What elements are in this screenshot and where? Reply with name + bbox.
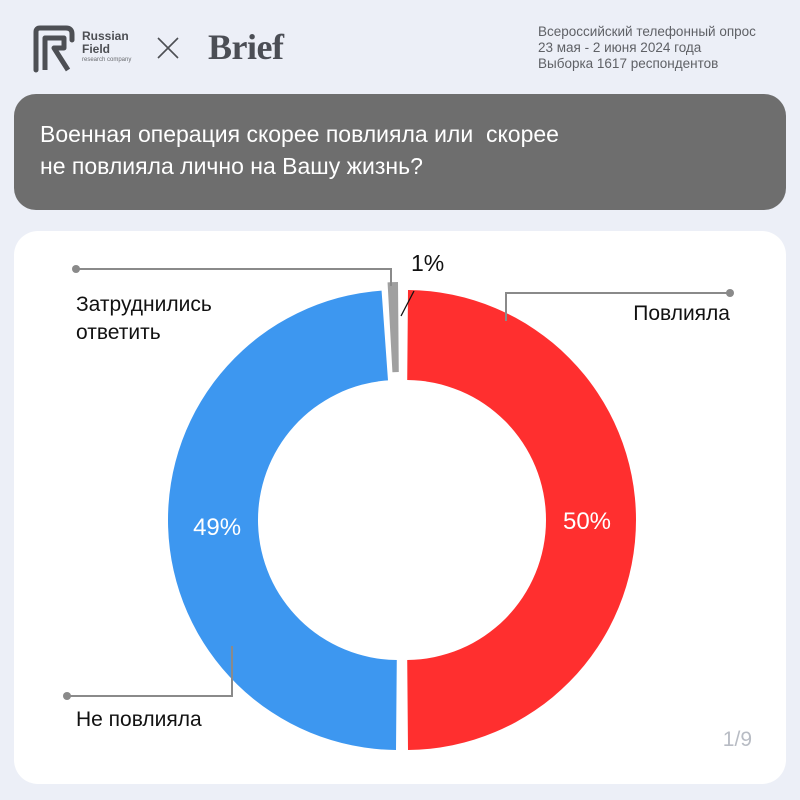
- donut-chart: 50% 49% 1% Повлияла Не повлияла Затруднились о…: [63, 250, 734, 750]
- leader-line-zatrudnilis: [76, 268, 392, 286]
- survey-info-line: Выборка 1617 респондентов: [538, 56, 719, 71]
- value-label: 1%: [411, 250, 444, 276]
- page-total: 9: [740, 728, 752, 751]
- brief-logo: Brief: [208, 27, 284, 67]
- chart-card: 50% 49% 1% Повлияла Не повлияла Затруднились о…: [14, 231, 786, 784]
- russian-field-wordmark: Russian Field research company: [82, 30, 131, 65]
- page-current: 1: [722, 728, 735, 751]
- leader-line-ne-povliyala-dot: [63, 692, 71, 700]
- category-label-povliyala: Повлияла: [633, 302, 730, 325]
- rf-logo-subtitle: research company: [82, 57, 132, 63]
- question-line-1: Военная операция скорее повлияла или ско…: [40, 121, 559, 147]
- survey-info: Всероссийский телефонный опрос 23 мая - …: [538, 24, 788, 72]
- leader-line-povliyala-dot: [726, 289, 734, 297]
- rf-logo-line2: Field: [82, 42, 111, 56]
- category-label-ne-povliyala: Не повлияла: [76, 708, 202, 731]
- leader-line-povliyala: [505, 292, 730, 321]
- question-box: Военная операция скорее повлияла или ско…: [14, 94, 786, 210]
- slice-zatrudnilis: [387, 282, 399, 373]
- value-label: 49%: [193, 514, 241, 541]
- slice-povliyala: [407, 290, 637, 750]
- russian-field-logo-icon: [33, 25, 75, 73]
- rf-logo-line1: Russian: [82, 29, 129, 43]
- survey-info-line: 23 мая - 2 июня 2024 года: [538, 40, 702, 55]
- question-line-2: не повлияла лично на Вашу жизнь?: [40, 153, 423, 179]
- leader-line-ne-povliyala: [67, 646, 233, 697]
- value-label: 50%: [563, 508, 611, 535]
- leader-line-zatrudnilis-dot: [72, 265, 80, 273]
- page-indicator: 1/9: [722, 728, 752, 751]
- survey-info-line: Всероссийский телефонный опрос: [538, 24, 756, 39]
- header: Russian Field research company Brief Все…: [0, 0, 800, 90]
- cross-icon: [157, 37, 179, 59]
- category-label-zatrudnilis: Затруднились ответить: [76, 293, 212, 344]
- leader-line-small-slice: [400, 290, 415, 317]
- slice-ne-povliyala: [167, 290, 397, 750]
